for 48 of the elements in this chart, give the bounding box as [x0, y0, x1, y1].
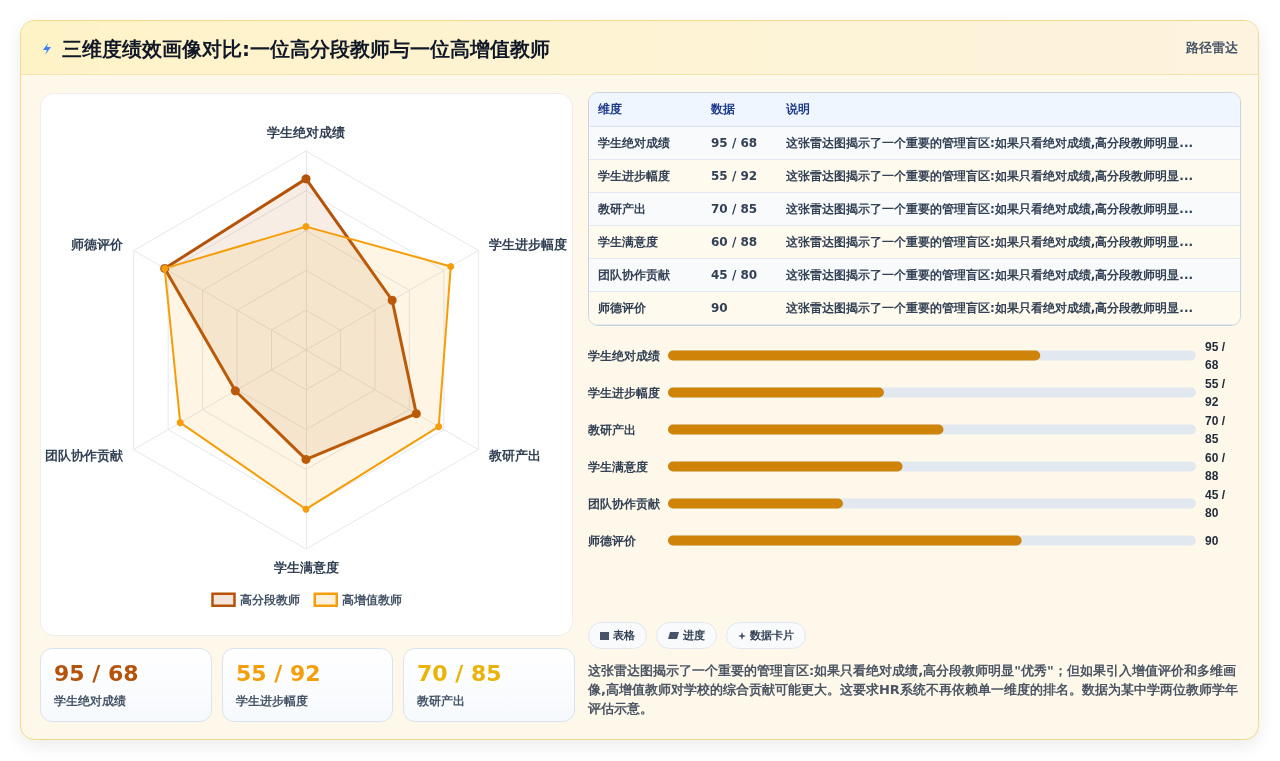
text: 这张雷达图揭示了一个重要的管理盲区:如果只看绝对成绩,高分段教师明显...	[777, 159, 1240, 193]
text: 90	[1205, 533, 1219, 548]
button: 进度	[656, 622, 717, 649]
text: 这张雷达图揭示了一个重要的管理盲区:如果只看绝对成绩,高分段教师明显...	[777, 258, 1240, 292]
text: 这张雷达图揭示了一个重要的管理盲区:如果只看绝对成绩,高分段教师明显...	[777, 192, 1240, 226]
text: 95 / 68	[702, 126, 777, 160]
text: 60 / 88	[702, 225, 777, 259]
y-tick-label: 学生绝对成绩	[588, 348, 660, 363]
y-tick-label: 师德评价	[587, 533, 637, 548]
text: 三维度绩效画像对比:一位高分段教师与一位高增值教师	[62, 36, 550, 62]
bar	[668, 498, 843, 509]
legend-label: 高分段教师	[239, 592, 300, 607]
text: 数据	[702, 93, 777, 127]
text: 学生绝对成绩	[54, 693, 126, 709]
text: 95 / 68	[1205, 339, 1229, 372]
spoke-label: 学生满意度	[273, 560, 339, 575]
spoke-label: 学生进步幅度	[488, 237, 567, 252]
text: 70 / 85	[702, 192, 777, 226]
text: 60 / 88	[1205, 450, 1229, 483]
y-tick-label: 教研产出	[587, 422, 636, 437]
text: 55 / 92	[236, 660, 321, 688]
y-tick-label: 学生进步幅度	[588, 385, 660, 400]
legend-label: 高增值教师	[341, 592, 402, 607]
text: 45 / 80	[1205, 487, 1229, 520]
text: 维度	[589, 93, 702, 127]
button: 表格	[588, 622, 647, 649]
text: 这张雷达图揭示了一个重要的管理盲区:如果只看绝对成绩,高分段教师明显...	[777, 126, 1240, 160]
text: 这张雷达图揭示了一个重要的管理盲区:如果只看绝对成绩,高分段教师明显...	[777, 225, 1240, 259]
text: 教研产出	[417, 693, 465, 709]
text: 70 / 85	[1205, 413, 1229, 446]
text: 70 / 85	[417, 660, 502, 688]
text: 这张雷达图揭示了一个重要的管理盲区:如果只看绝对成绩,高分段教师明显...	[777, 291, 1240, 325]
spoke-label: 团队协作贡献	[45, 448, 125, 463]
text: 45 / 80	[702, 258, 777, 292]
text: 路径雷达	[1186, 39, 1238, 57]
spoke-label: 师德评价	[70, 237, 125, 252]
text: 95 / 68	[54, 660, 139, 688]
text: 学生进步幅度	[236, 693, 308, 709]
text: 55 / 92	[702, 159, 777, 193]
button: 数据卡片	[726, 622, 806, 649]
y-tick-label: 团队协作贡献	[588, 496, 661, 511]
y-tick-label: 学生满意度	[588, 459, 648, 474]
text: 55 / 92	[1205, 376, 1229, 409]
spoke-label: 教研产出	[487, 448, 541, 463]
text: 90	[702, 291, 777, 325]
text: 这张雷达图揭示了一个重要的管理盲区:如果只看绝对成绩,高分段教师明显"优秀"；但如果引入增值评价和多维画像,高增值教师对学校的综合贡献可能更大。这要求HR系统不再依赖单一维度的排名。数据为某中学两位教师学年评估示意。	[588, 662, 1239, 718]
text: 说明	[777, 93, 1240, 127]
spoke-label: 学生绝对成绩	[267, 125, 345, 140]
